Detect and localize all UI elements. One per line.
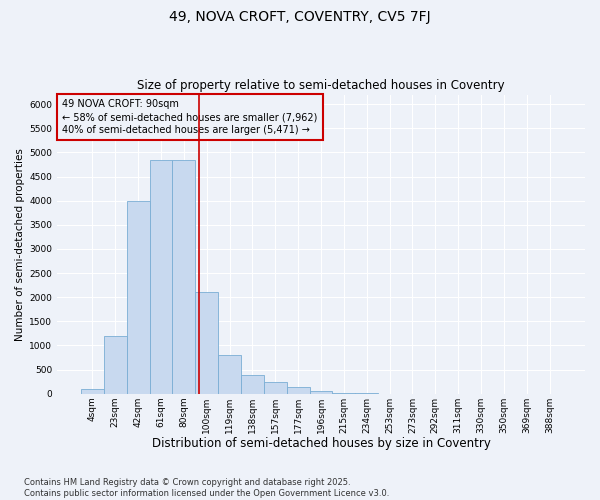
Title: Size of property relative to semi-detached houses in Coventry: Size of property relative to semi-detach… xyxy=(137,79,505,92)
Bar xyxy=(196,292,218,394)
Bar xyxy=(104,336,127,394)
Y-axis label: Number of semi-detached properties: Number of semi-detached properties xyxy=(15,148,25,340)
X-axis label: Distribution of semi-detached houses by size in Coventry: Distribution of semi-detached houses by … xyxy=(152,437,490,450)
Bar xyxy=(241,376,264,394)
Text: 49 NOVA CROFT: 90sqm
← 58% of semi-detached houses are smaller (7,962)
40% of se: 49 NOVA CROFT: 90sqm ← 58% of semi-detac… xyxy=(62,99,317,136)
Text: 49, NOVA CROFT, COVENTRY, CV5 7FJ: 49, NOVA CROFT, COVENTRY, CV5 7FJ xyxy=(169,10,431,24)
Text: Contains HM Land Registry data © Crown copyright and database right 2025.
Contai: Contains HM Land Registry data © Crown c… xyxy=(24,478,389,498)
Bar xyxy=(310,391,332,394)
Bar xyxy=(218,355,241,394)
Bar xyxy=(264,382,287,394)
Bar xyxy=(149,160,172,394)
Bar xyxy=(81,389,104,394)
Bar xyxy=(172,160,196,394)
Bar xyxy=(127,200,149,394)
Bar xyxy=(287,388,310,394)
